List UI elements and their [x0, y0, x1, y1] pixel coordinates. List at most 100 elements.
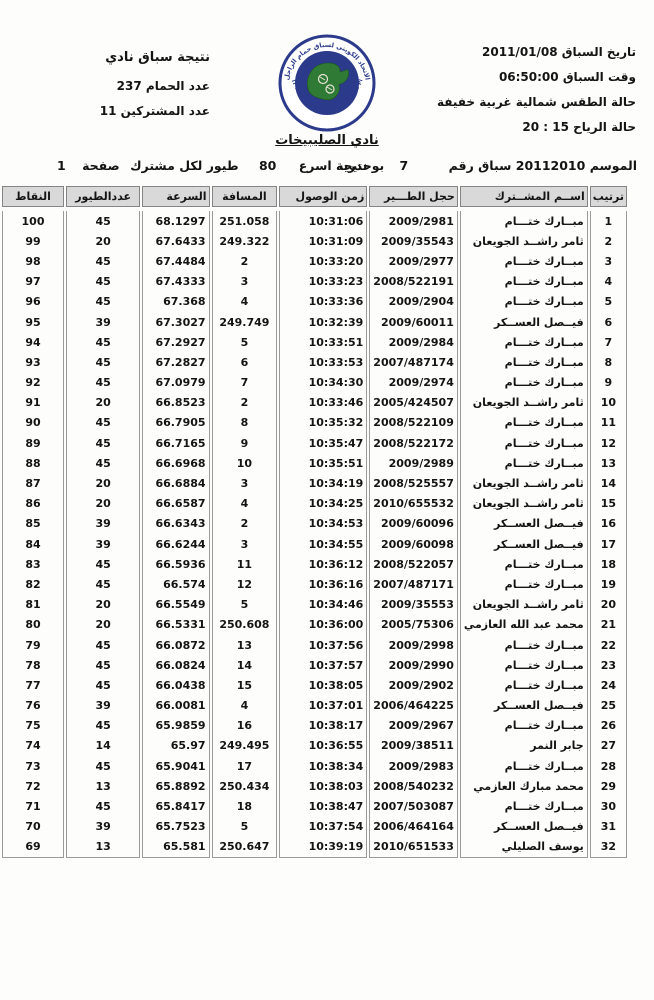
- cell-points: 96: [2, 291, 65, 312]
- table-row: 6 فيــصل العســكر 2009/60011 10:32:39 249.74…: [2, 311, 627, 333]
- season-value: 20112010: [515, 158, 586, 173]
- cell-distance: 17: [211, 756, 278, 777]
- cell-rank: 12: [589, 433, 627, 454]
- cell-time: 10:33:51: [279, 332, 368, 353]
- weather-line: حالة الطقس شمالية غربية خفيفة: [437, 90, 636, 115]
- cell-points: 90: [2, 412, 65, 434]
- cell-name: مبــارك ختـــام: [459, 574, 588, 595]
- table-row: 13 مبــارك ختـــام 2009/2989 10:35:51 10 66.6…: [2, 453, 627, 474]
- cell-rank: 24: [589, 675, 627, 696]
- cell-name: فيــصل العســكر: [459, 695, 588, 716]
- header-row: ترتيب اســم المشــترك حجل الطـــير زمن ا…: [2, 186, 627, 207]
- cell-ring: 2009/2902: [369, 675, 458, 696]
- cell-speed: 67.3027: [142, 311, 210, 333]
- fastest-result-value: 80: [258, 158, 277, 173]
- cell-time: 10:35:51: [279, 453, 368, 474]
- cell-rank: 5: [589, 291, 627, 312]
- result-page-group: نتيجة اسرع 80 طيور لكل مشترك صفحة 1: [57, 158, 367, 173]
- fastest-result-label: نتيجة اسرع: [298, 158, 368, 173]
- cell-rank: 21: [589, 614, 627, 635]
- cell-name: جابر النمر: [459, 735, 588, 757]
- season-label: الموسم: [589, 158, 637, 173]
- table-row: 21 محمد عبد الله العازمي 2005/75306 10:36:0…: [2, 614, 627, 635]
- cell-birds: 20: [66, 493, 141, 514]
- cell-birds: 13: [66, 836, 141, 858]
- cell-time: 10:34:25: [279, 493, 368, 514]
- cell-distance: 18: [211, 796, 278, 817]
- cell-rank: 28: [589, 756, 627, 777]
- cell-birds: 45: [66, 352, 141, 373]
- cell-rank: 17: [589, 534, 627, 555]
- cell-points: 80: [2, 614, 65, 635]
- federation-logo: الاتحاد الكويتي لسباق حمام الزاجل KUWAIT…: [274, 29, 377, 137]
- cell-speed: 65.581: [142, 836, 210, 858]
- column-header-ring: حجل الطـــير: [369, 186, 458, 207]
- table-row: 16 فيــصل العســكر 2009/60096 10:34:53 2 66.6…: [2, 513, 627, 534]
- race-number-value: 7: [399, 158, 409, 173]
- cell-speed: 66.5331: [142, 614, 210, 635]
- table-row: 23 مبــارك ختـــام 2009/2990 10:37:57 14 66.0…: [2, 655, 627, 676]
- wind-line: حالة الرياح 15 : 20: [437, 115, 636, 140]
- cell-time: 10:34:19: [279, 473, 368, 494]
- race-info-block: تاريخ السباق 2011/01/08 وقت السباق 06:50…: [437, 40, 636, 140]
- cell-speed: 66.6884: [142, 473, 210, 494]
- cell-points: 89: [2, 433, 65, 454]
- pigeon-count-label: عدد الحمام: [145, 79, 210, 93]
- cell-name: مبــارك ختـــام: [459, 412, 588, 434]
- cell-rank: 31: [589, 816, 627, 837]
- page-label: صفحة: [82, 158, 120, 173]
- race-date-line: تاريخ السباق 2011/01/08: [437, 40, 636, 65]
- cell-ring: 2009/60098: [369, 534, 458, 555]
- cell-name: مبــارك ختـــام: [459, 332, 588, 353]
- cell-points: 92: [2, 372, 65, 393]
- cell-time: 10:33:23: [279, 271, 368, 292]
- cell-points: 84: [2, 534, 65, 555]
- cell-name: ثامر راشــد الجويعان: [459, 473, 588, 494]
- cell-distance: 5: [211, 594, 278, 615]
- cell-speed: 66.6244: [142, 534, 210, 555]
- cell-points: 95: [2, 311, 65, 333]
- cell-distance: 13: [211, 634, 278, 656]
- cell-speed: 68.1297: [142, 211, 210, 232]
- cell-points: 97: [2, 271, 65, 292]
- cell-distance: 14: [211, 655, 278, 676]
- cell-speed: 66.0824: [142, 655, 210, 676]
- table-row: 5 مبــارك ختـــام 2009/2904 10:33:36 4 67.368…: [2, 291, 627, 312]
- cell-name: مبــارك ختـــام: [459, 554, 588, 575]
- cell-time: 10:36:00: [279, 614, 368, 635]
- cell-distance: 16: [211, 715, 278, 736]
- club-result-block: نتيجة سباق نادي عدد الحمام 237 عدد المشت…: [64, 50, 210, 118]
- race-date-label: تاريخ السباق: [561, 45, 636, 59]
- cell-name: يوسف الصليلي: [459, 836, 588, 858]
- cell-points: 72: [2, 776, 65, 797]
- cell-name: مبــارك ختـــام: [459, 211, 588, 232]
- cell-name: ثامر راشــد الجويعان: [459, 231, 588, 252]
- race-number-label: سباق رقم: [448, 158, 512, 173]
- cell-distance: 7: [211, 372, 278, 393]
- cell-speed: 66.7165: [142, 433, 210, 454]
- cell-birds: 45: [66, 453, 141, 474]
- cell-name: مبــارك ختـــام: [459, 372, 588, 393]
- cell-name: مبــارك ختـــام: [459, 756, 588, 777]
- cell-speed: 67.0979: [142, 372, 210, 393]
- cell-rank: 8: [589, 352, 627, 373]
- column-header-birds: عددالطيور: [66, 186, 141, 207]
- cell-time: 10:33:53: [279, 352, 368, 373]
- cell-ring: 2007/503087: [369, 796, 458, 817]
- cell-birds: 20: [66, 231, 141, 252]
- cell-rank: 16: [589, 513, 627, 534]
- race-time-value: 06:50:00: [498, 70, 559, 84]
- cell-speed: 65.9859: [142, 715, 210, 736]
- cell-speed: 65.7523: [142, 816, 210, 837]
- cell-rank: 11: [589, 412, 627, 434]
- cell-name: فيــصل العســكر: [459, 311, 588, 333]
- cell-time: 10:37:56: [279, 634, 368, 656]
- cell-time: 10:33:46: [279, 392, 368, 413]
- cell-time: 10:34:55: [279, 534, 368, 555]
- table-row: 2 ثامر راشــد الجويعان 2009/35543 10:31:09 2…: [2, 231, 627, 252]
- cell-time: 10:37:54: [279, 816, 368, 837]
- cell-name: فيــصل العســكر: [459, 534, 588, 555]
- participant-count-line: عدد المشتركين 11: [64, 104, 210, 118]
- cell-ring: 2009/60096: [369, 513, 458, 534]
- cell-birds: 20: [66, 614, 141, 635]
